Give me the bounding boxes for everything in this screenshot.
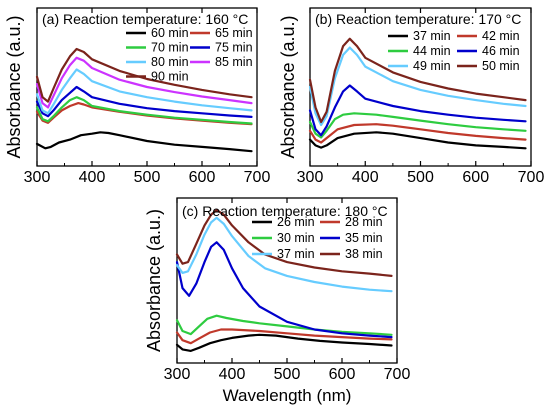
series-line-60-min <box>35 131 253 153</box>
legend-label: 80 min <box>151 55 189 69</box>
series-line-70-min <box>35 96 253 125</box>
y-axis-label: Absorbance (a.u.) <box>278 15 298 158</box>
panel-title: (a) Reaction temperature: 160 °C <box>42 11 248 27</box>
x-axis-label: Wavelength (nm) <box>223 386 352 405</box>
series-line-35-min <box>175 241 393 339</box>
series-line-42-min <box>308 123 527 144</box>
legend-label: 30 min <box>277 231 315 245</box>
x-tick-label: 300 <box>24 169 51 186</box>
x-tick-label: 600 <box>462 169 489 186</box>
series-line-28-min <box>175 328 393 345</box>
series-line-26-min <box>175 333 393 352</box>
x-tick-label: 400 <box>352 169 379 186</box>
legend-label: 90 min <box>151 70 189 84</box>
panel-a: 300 400 500 600 700 Absorbance (a.u.) (a) Reac… <box>4 7 271 186</box>
series-line-46-min <box>308 84 527 137</box>
x-tick-label: 500 <box>134 169 161 186</box>
legend-label: 37 min <box>413 29 451 43</box>
panel-title: (c) Reaction temperature: 180 °C <box>182 203 388 219</box>
legend-label: 42 min <box>482 29 520 43</box>
legend-label: 85 min <box>215 55 253 69</box>
x-tick-label: 500 <box>407 169 434 186</box>
legend-label: 35 min <box>345 231 383 245</box>
legend-label: 26 min <box>277 215 315 229</box>
series-line-37-min <box>308 131 527 150</box>
x-tick-label: 400 <box>79 169 106 186</box>
series-line-85-min <box>35 56 253 109</box>
series-line-80-min <box>35 68 253 115</box>
series-line-50-min <box>308 37 527 124</box>
x-tick-label: 700 <box>518 169 545 186</box>
legend-label: 37 min <box>277 247 315 261</box>
panel-title: (b) Reaction temperature: 170 °C <box>315 11 521 27</box>
series-line-30-min <box>175 314 393 336</box>
legend-label: 65 min <box>215 26 253 40</box>
y-axis-label: Absorbance (a.u.) <box>4 15 24 158</box>
legend-label: 49 min <box>413 59 451 73</box>
x-tick-label: 500 <box>274 366 301 383</box>
series-line-90-min <box>35 47 253 103</box>
y-axis-label: Absorbance (a.u.) <box>144 209 164 352</box>
x-tick-label: 400 <box>219 366 246 383</box>
series-line-75-min <box>35 85 253 118</box>
legend-label: 46 min <box>482 44 520 58</box>
x-tick-label: 700 <box>384 366 411 383</box>
legend-label: 28 min <box>345 215 383 229</box>
x-tick-label: 300 <box>297 169 324 186</box>
x-tick-label: 600 <box>329 366 356 383</box>
x-tick-label: 300 <box>164 366 191 383</box>
legend-label: 70 min <box>151 41 189 55</box>
series-line-49-min <box>308 46 527 127</box>
legend-label: 50 min <box>482 59 520 73</box>
panel-b: 300 400 500 600 700 Absorbance (a.u.) (b) Reac… <box>278 7 545 186</box>
series-line-37-min <box>175 216 393 293</box>
legend-label: 44 min <box>413 44 451 58</box>
legend-label: 75 min <box>215 41 253 55</box>
x-tick-label: 700 <box>244 169 271 186</box>
series-line-44-min <box>308 112 527 139</box>
x-tick-label: 600 <box>189 169 216 186</box>
series-line-38-min <box>175 209 393 277</box>
legend-label: 38 min <box>345 247 383 261</box>
legend-label: 60 min <box>151 26 189 40</box>
panel-c: 300 400 500 600 700 Absorbance (a.u.) Waveleng… <box>144 197 411 405</box>
